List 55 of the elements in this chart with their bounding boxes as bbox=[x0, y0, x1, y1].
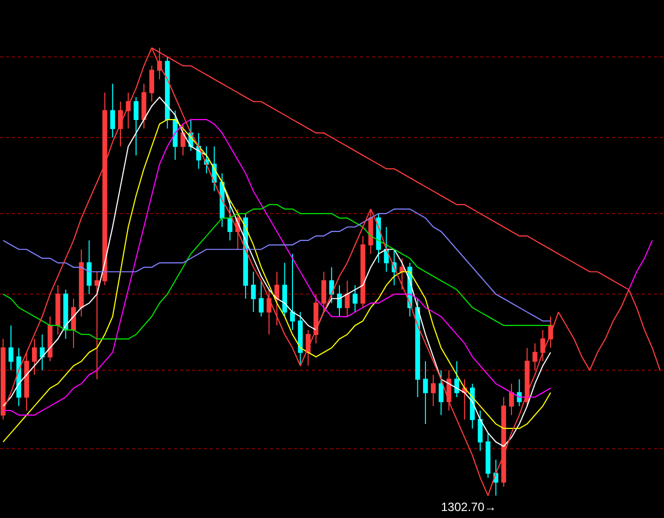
candlestick bbox=[548, 316, 554, 348]
candlestick bbox=[415, 298, 420, 398]
candlestick bbox=[48, 316, 52, 362]
candlestick bbox=[462, 378, 467, 420]
candlestick bbox=[532, 342, 538, 371]
candlestick bbox=[337, 284, 342, 318]
candlestick bbox=[71, 298, 76, 348]
candlestick bbox=[86, 240, 92, 295]
candlestick bbox=[423, 360, 428, 424]
candlestick bbox=[32, 338, 37, 376]
candlestick bbox=[40, 334, 45, 371]
candlestick bbox=[180, 124, 186, 156]
candlestick bbox=[400, 258, 404, 290]
candlestick bbox=[149, 65, 154, 102]
candlestick bbox=[430, 374, 436, 407]
candlestick bbox=[524, 347, 530, 407]
candlestick bbox=[352, 284, 358, 313]
candlestick bbox=[94, 271, 100, 380]
candlestick bbox=[329, 266, 334, 304]
candlestick bbox=[8, 324, 14, 371]
candlestick bbox=[314, 294, 318, 344]
candlestick bbox=[454, 360, 460, 398]
candlestick bbox=[446, 370, 452, 412]
candlestick bbox=[110, 83, 116, 138]
candlestick bbox=[63, 289, 68, 340]
candlestick bbox=[134, 96, 138, 156]
candlestick bbox=[438, 370, 444, 416]
candlestick bbox=[126, 92, 131, 129]
candlestick bbox=[250, 271, 256, 313]
candlestick bbox=[164, 56, 170, 129]
candlestick bbox=[78, 248, 84, 318]
candlestick bbox=[282, 262, 288, 318]
text: 1302.70→ bbox=[441, 500, 496, 514]
candlestick bbox=[344, 280, 350, 318]
candlestick bbox=[368, 208, 374, 254]
candlestick bbox=[24, 352, 30, 412]
candlestick bbox=[493, 459, 498, 496]
candlestick bbox=[298, 312, 303, 366]
candlestick bbox=[509, 383, 514, 416]
candlestick bbox=[306, 329, 311, 366]
candlestick bbox=[321, 271, 326, 313]
candlestick bbox=[258, 280, 264, 318]
candlestick bbox=[478, 410, 483, 452]
candlestick bbox=[55, 284, 60, 335]
candlestick bbox=[540, 329, 546, 362]
candlestick bbox=[118, 101, 123, 147]
candlestick bbox=[266, 289, 272, 335]
candlestick bbox=[274, 271, 280, 326]
candlestick bbox=[486, 432, 490, 478]
candlestick bbox=[384, 226, 389, 272]
candlestick bbox=[516, 378, 522, 407]
candlestick bbox=[290, 253, 295, 330]
candlestick bbox=[228, 200, 232, 241]
candlestick bbox=[141, 83, 146, 129]
candlestick bbox=[360, 235, 366, 308]
